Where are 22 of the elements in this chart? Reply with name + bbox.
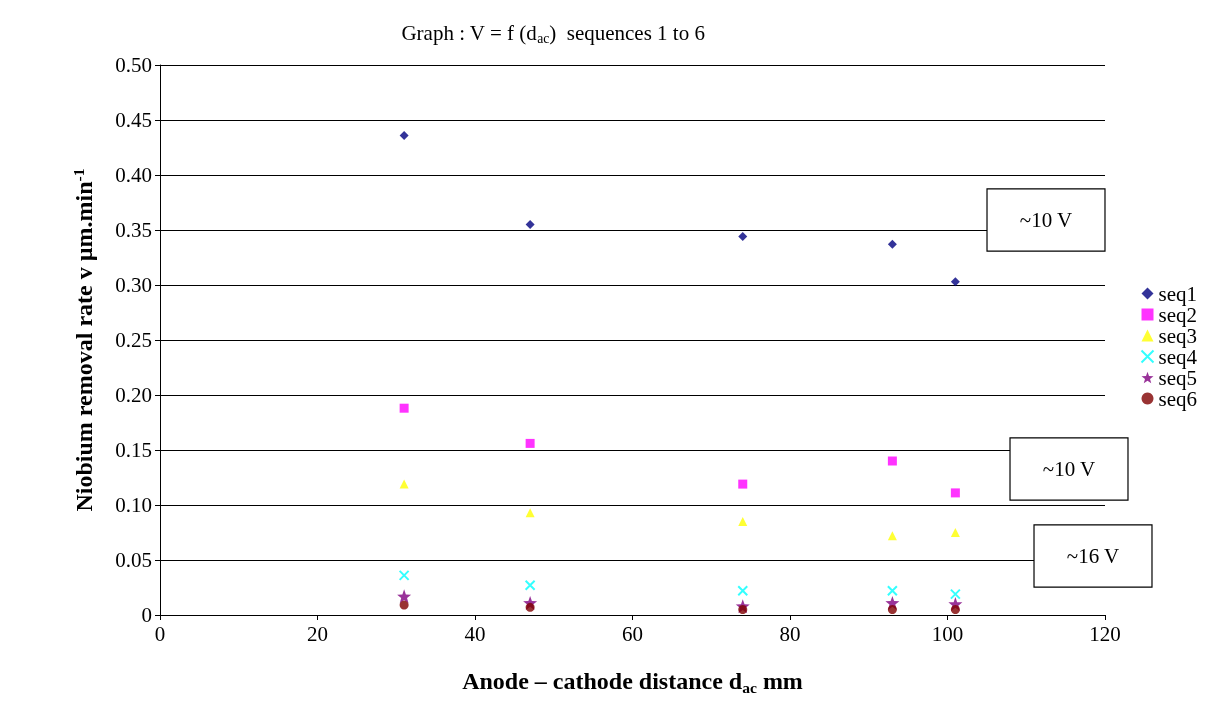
y-tick-label: 0.05 <box>115 548 152 572</box>
x-tick-label: 100 <box>931 621 964 646</box>
x-tick-label: 20 <box>307 621 328 646</box>
legend-label: seq1 <box>1158 281 1198 306</box>
y-tick-label: 0.35 <box>115 218 152 242</box>
y-tick-label: 0.40 <box>115 163 152 187</box>
y-tick-label: 0.20 <box>115 383 152 407</box>
x-tick-label: 80 <box>779 621 801 646</box>
y-tick-label: 0.25 <box>115 328 152 352</box>
y-axis-title: Niobium removal rate v µm.min-1 <box>69 168 97 512</box>
y-tick-label: 0.10 <box>115 493 152 517</box>
y-tick-label: 0 <box>141 603 152 627</box>
y-tick-label: 0.45 <box>115 108 152 132</box>
x-tick-label: 120 <box>1089 621 1121 646</box>
y-tick-label: 0.50 <box>115 53 152 77</box>
y-tick-label: 0.15 <box>115 438 152 462</box>
annotation: ~10 V <box>1019 208 1073 232</box>
annotation: ~10 V <box>1042 457 1096 481</box>
x-tick-label: 40 <box>464 621 486 646</box>
annotation: ~16 V <box>1066 544 1120 568</box>
y-tick-label: 0.30 <box>115 273 152 297</box>
x-tick-label: 60 <box>622 621 643 646</box>
